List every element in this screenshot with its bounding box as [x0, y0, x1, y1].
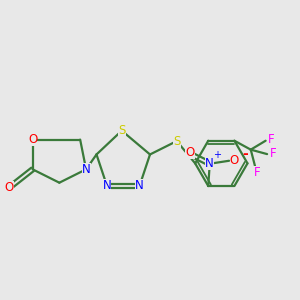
Text: S: S: [173, 135, 180, 148]
Text: O: O: [4, 181, 14, 194]
Text: O: O: [230, 154, 239, 167]
Text: S: S: [118, 124, 125, 137]
Text: F: F: [268, 133, 275, 146]
Text: -: -: [242, 147, 248, 161]
Text: O: O: [28, 133, 37, 146]
Text: F: F: [270, 147, 277, 160]
Text: O: O: [185, 146, 194, 159]
Text: N: N: [135, 179, 144, 192]
Text: N: N: [103, 179, 111, 192]
Text: N: N: [206, 157, 214, 170]
Text: +: +: [213, 150, 221, 161]
Text: N: N: [82, 163, 91, 176]
Text: F: F: [254, 166, 260, 179]
